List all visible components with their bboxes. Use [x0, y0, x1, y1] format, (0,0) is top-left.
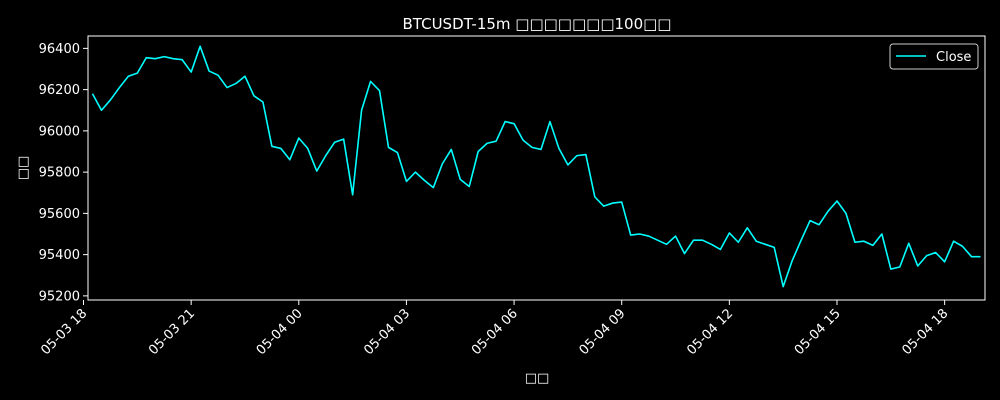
y-tick-label: 96400: [39, 42, 80, 57]
y-axis-title: □□: [16, 156, 31, 181]
close-price-line: [91, 45, 981, 288]
legend-label-close: Close: [936, 50, 971, 65]
y-tick-label: 95400: [39, 248, 80, 263]
legend-box: [889, 43, 979, 70]
y-tick-label: 96000: [39, 124, 80, 139]
y-tick-label: 96200: [39, 83, 80, 98]
y-tick-label: 95600: [39, 207, 80, 222]
x-axis-title: □□: [525, 371, 550, 386]
y-tick-label: 95200: [39, 289, 80, 304]
y-axis: 95200 95400 95600 95800 96000 96200 96400: [39, 42, 88, 304]
legend: Close: [889, 43, 979, 70]
plot-area-frame: [87, 35, 986, 301]
y-tick-label: 95800: [39, 166, 80, 181]
chart-title: BTCUSDT-15m □□□□□□□100□□: [403, 15, 672, 33]
